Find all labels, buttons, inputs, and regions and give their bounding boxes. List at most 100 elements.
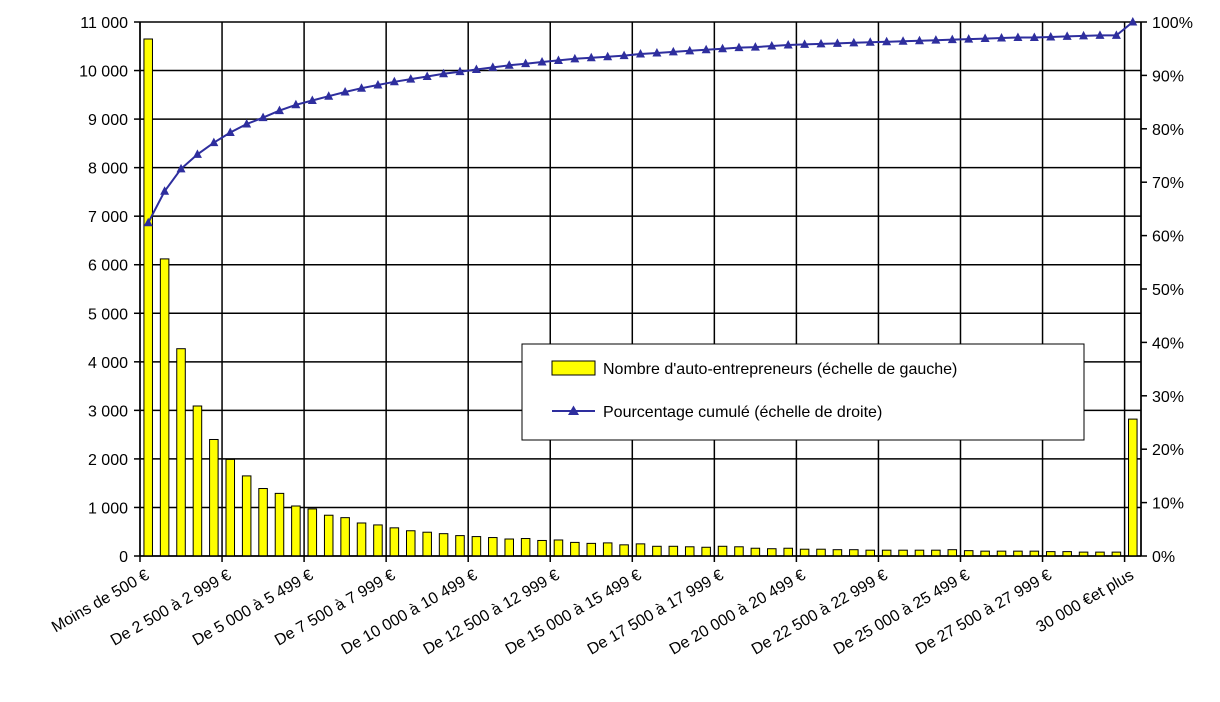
line-point — [652, 47, 662, 57]
line-point — [849, 37, 859, 47]
line-point — [816, 38, 826, 48]
left-axis-ticks: 0 1 000 2 000 3 000 4 000 5 000 6 000 7 000 8 00… — [79, 15, 140, 566]
line-point — [471, 64, 481, 74]
left-tick-label: 11 000 — [80, 15, 128, 32]
line-point — [914, 35, 924, 45]
bar — [274, 492, 285, 557]
legend-bar-swatch — [551, 360, 596, 376]
left-tick-label: 0 — [119, 549, 128, 566]
line-point — [291, 99, 301, 109]
bar — [520, 538, 531, 557]
bar — [881, 549, 892, 557]
x-tick-label: De 15 000 à 15 499 € — [503, 567, 645, 659]
x-tick-label: De 27 500 à 27 999 € — [913, 567, 1055, 659]
line-point — [504, 60, 514, 69]
line-point — [997, 33, 1007, 42]
line-point — [685, 45, 695, 55]
line-point — [1079, 30, 1089, 40]
left-tick-label: 9 000 — [88, 112, 128, 129]
bar — [504, 538, 514, 557]
line-point — [521, 58, 531, 68]
line-point — [537, 57, 547, 66]
bar — [799, 548, 810, 557]
right-tick-label: 40% — [1152, 335, 1184, 352]
x-axis-ticks: Moins de 500 €De 2 500 à 2 999 €De 5 000… — [49, 556, 1137, 658]
bar — [258, 488, 268, 557]
bar — [307, 508, 318, 557]
line-point — [619, 50, 629, 60]
cumulative-line-series — [143, 17, 1138, 227]
x-tick-label: De 12 500 à 12 999 € — [421, 567, 563, 659]
bar — [340, 517, 350, 557]
line-point — [143, 217, 153, 227]
line-point — [898, 36, 908, 45]
bar — [668, 545, 679, 557]
right-tick-label: 70% — [1152, 175, 1184, 192]
line-point — [701, 44, 711, 54]
line-point — [832, 38, 842, 47]
legend: Nombre d'auto-entrepreneurs (échelle de … — [521, 343, 1085, 441]
legend-triangle-marker — [568, 405, 579, 415]
line-point — [783, 39, 793, 49]
bar — [849, 549, 859, 557]
bar — [963, 550, 974, 557]
bar — [373, 524, 383, 557]
bar — [734, 546, 744, 557]
x-tick-label: De 25 000 à 25 499 € — [831, 567, 973, 659]
line-point — [488, 62, 498, 71]
line-point — [553, 55, 563, 64]
line-point — [1095, 30, 1105, 39]
line-point — [931, 35, 941, 44]
bar — [602, 542, 613, 557]
bar — [652, 545, 662, 557]
right-tick-label: 0% — [1152, 549, 1175, 566]
line-point — [1029, 32, 1039, 41]
bar — [684, 546, 695, 557]
bar — [488, 537, 498, 557]
line-point — [439, 68, 449, 78]
bar — [898, 549, 908, 557]
bar — [717, 545, 728, 557]
line-point — [668, 46, 678, 56]
line-point — [570, 53, 580, 63]
right-tick-label: 90% — [1152, 68, 1184, 85]
x-tick-label: De 22 500 à 22 999 € — [749, 567, 891, 659]
gridlines — [139, 21, 1142, 557]
line-point — [603, 51, 613, 61]
axes — [139, 22, 1142, 557]
bar — [586, 542, 597, 557]
right-tick-label: 80% — [1152, 122, 1184, 139]
line-point — [800, 39, 810, 48]
bar — [438, 533, 449, 557]
bar — [816, 548, 826, 557]
line-point — [750, 42, 760, 51]
left-tick-label: 7 000 — [88, 209, 128, 226]
bar — [1128, 418, 1138, 557]
line-point — [258, 112, 268, 122]
bar-series — [143, 38, 1138, 557]
line-point — [636, 49, 645, 58]
line-point — [1128, 17, 1138, 26]
left-tick-label: 1 000 — [88, 500, 128, 517]
left-tick-label: 5 000 — [88, 306, 128, 323]
left-tick-label: 2 000 — [88, 452, 128, 469]
bar — [176, 348, 186, 557]
x-tick-label: De 20 000 à 20 499 € — [667, 567, 809, 659]
bar — [783, 547, 793, 557]
bar — [701, 546, 711, 557]
line-point — [718, 43, 728, 53]
bar — [947, 549, 958, 557]
left-tick-label: 10 000 — [79, 64, 128, 81]
line-point — [586, 52, 596, 62]
bar — [192, 405, 203, 557]
bar — [619, 544, 629, 557]
line-point — [192, 149, 202, 158]
line-point — [406, 74, 416, 83]
line-point — [767, 41, 777, 50]
right-tick-label: 30% — [1152, 389, 1184, 406]
bar — [914, 549, 925, 557]
bar — [209, 438, 219, 557]
line-point — [274, 105, 284, 115]
left-tick-label: 4 000 — [88, 355, 128, 372]
